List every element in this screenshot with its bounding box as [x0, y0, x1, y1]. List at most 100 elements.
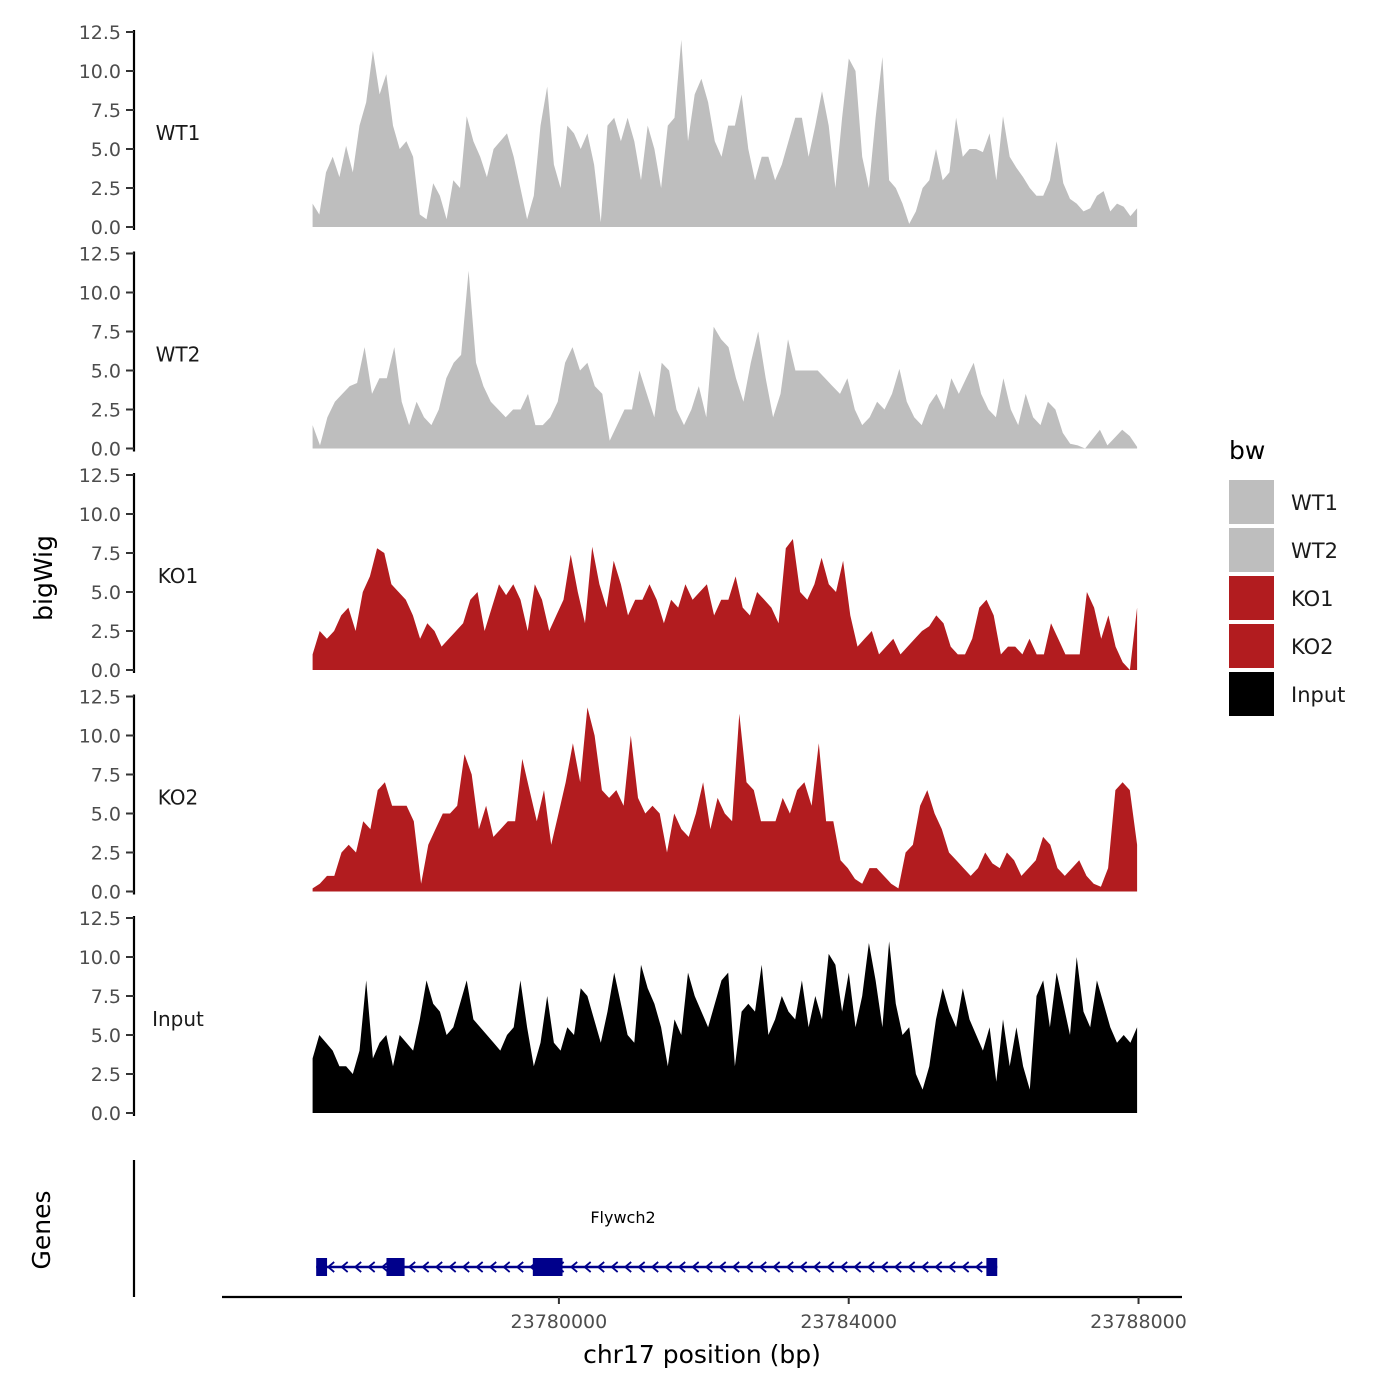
y-tick-label: 0.0: [91, 217, 121, 239]
x-tick-label: 23780000: [511, 1311, 608, 1333]
legend-swatch: [1229, 672, 1274, 716]
strand-arrow: [866, 1261, 875, 1273]
strand-arrow: [853, 1261, 862, 1273]
y-tick-label: 2.5: [91, 621, 121, 643]
legend-label: WT2: [1291, 539, 1338, 563]
bigwig-tracks: 0.0 2.5 5.0 7.5 10.0 12.5 WT1 0.0 2.5 5.0 7.5 10.0 1…: [79, 22, 1138, 1125]
x-tick-label: 23784000: [800, 1311, 897, 1333]
gene-exon: [316, 1258, 328, 1276]
y-tick-label: 12.5: [79, 908, 121, 930]
strand-arrow: [650, 1261, 659, 1273]
y-tick-label: 12.5: [79, 22, 121, 44]
strand-arrow: [434, 1261, 443, 1273]
y-tick-label: 5.0: [91, 582, 121, 604]
strand-arrow: [367, 1261, 376, 1273]
legend-item-wt2: WT2: [1229, 528, 1338, 572]
legend-swatch: [1229, 528, 1274, 572]
legend-label: KO1: [1291, 587, 1334, 611]
y-tick-label: 2.5: [91, 843, 121, 865]
strand-arrow: [353, 1261, 362, 1273]
strand-arrow: [461, 1261, 470, 1273]
strand-arrow: [596, 1261, 605, 1273]
y-tick-label: 10.0: [79, 283, 121, 305]
gene-track: Genes Flywch2: [27, 1160, 998, 1297]
track-ko2: 0.0 2.5 5.0 7.5 10.0 12.5 KO2: [79, 687, 1138, 904]
x-tick-label: 23788000: [1090, 1311, 1187, 1333]
strand-arrow: [812, 1261, 821, 1273]
gene-model: [316, 1258, 998, 1276]
y-tick-label: 12.5: [79, 244, 121, 266]
strand-arrow: [421, 1261, 430, 1273]
y-tick-label: 0.0: [91, 882, 121, 904]
strand-arrow: [772, 1261, 781, 1273]
strand-arrow: [340, 1261, 349, 1273]
strand-arrow: [691, 1261, 700, 1273]
coverage-area-wt1: [312, 39, 1138, 227]
legend-item-input: Input: [1229, 672, 1345, 716]
y-tick-label: 7.5: [91, 543, 121, 565]
strand-arrow: [934, 1261, 943, 1273]
strand-arrow: [448, 1261, 457, 1273]
strand-arrow: [731, 1261, 740, 1273]
y-tick-label: 5.0: [91, 361, 121, 383]
y-tick-label: 5.0: [91, 1025, 121, 1047]
strand-arrow: [326, 1261, 335, 1273]
legend-item-ko2: KO2: [1229, 624, 1334, 668]
y-tick-label: 10.0: [79, 947, 121, 969]
legend-swatch: [1229, 624, 1274, 668]
track-label-ko1: KO1: [158, 564, 199, 588]
strand-arrow: [623, 1261, 632, 1273]
gene-name-label: Flywch2: [590, 1208, 655, 1227]
strand-arrow: [961, 1261, 970, 1273]
legend-swatch: [1229, 480, 1274, 524]
strand-arrow: [839, 1261, 848, 1273]
strand-arrow: [758, 1261, 767, 1273]
coverage-area-ko2: [312, 707, 1138, 892]
track-wt2: 0.0 2.5 5.0 7.5 10.0 12.5 WT2: [79, 244, 1138, 461]
strand-arrow: [920, 1261, 929, 1273]
y-tick-label: 10.0: [79, 726, 121, 748]
legend-item-ko1: KO1: [1229, 576, 1334, 620]
strand-arrow: [569, 1261, 578, 1273]
strand-arrow: [583, 1261, 592, 1273]
strand-arrow: [380, 1261, 389, 1273]
strand-arrow: [407, 1261, 416, 1273]
track-wt1: 0.0 2.5 5.0 7.5 10.0 12.5 WT1: [79, 22, 1138, 239]
gene-exon: [532, 1258, 563, 1276]
y-tick-label: 0.0: [91, 439, 121, 461]
strand-arrow: [502, 1261, 511, 1273]
strand-arrow: [974, 1261, 983, 1273]
legend-title: bw: [1229, 436, 1265, 465]
track-label-wt1: WT1: [156, 121, 201, 145]
strand-arrow: [907, 1261, 916, 1273]
legend-label: Input: [1291, 683, 1345, 707]
y-tick-label: 7.5: [91, 765, 121, 787]
strand-arrow: [826, 1261, 835, 1273]
strand-arrow: [637, 1261, 646, 1273]
strand-arrow: [718, 1261, 727, 1273]
y-tick-label: 10.0: [79, 61, 121, 83]
strand-arrow: [704, 1261, 713, 1273]
y-tick-label: 5.0: [91, 139, 121, 161]
legend-label: WT1: [1291, 491, 1338, 515]
coverage-area-ko1: [312, 539, 1138, 670]
legend-item-wt1: WT1: [1229, 480, 1338, 524]
strand-arrow: [664, 1261, 673, 1273]
track-label-ko2: KO2: [158, 786, 199, 810]
strand-arrow: [893, 1261, 902, 1273]
legend-label: KO2: [1291, 635, 1334, 659]
y-tick-label: 2.5: [91, 178, 121, 200]
y-axis-title: bigWig: [29, 535, 58, 621]
y-tick-label: 12.5: [79, 687, 121, 709]
x-axis-ticks: 23780000 23784000 23788000: [511, 1297, 1187, 1333]
y-tick-label: 10.0: [79, 504, 121, 526]
coverage-area-input: [312, 941, 1138, 1113]
gene-exon: [986, 1258, 998, 1276]
strand-arrow: [880, 1261, 889, 1273]
strand-arrow: [515, 1261, 524, 1273]
legend-swatch: [1229, 576, 1274, 620]
x-axis-title: chr17 position (bp): [583, 1340, 821, 1369]
strand-arrow: [677, 1261, 686, 1273]
y-tick-label: 7.5: [91, 322, 121, 344]
